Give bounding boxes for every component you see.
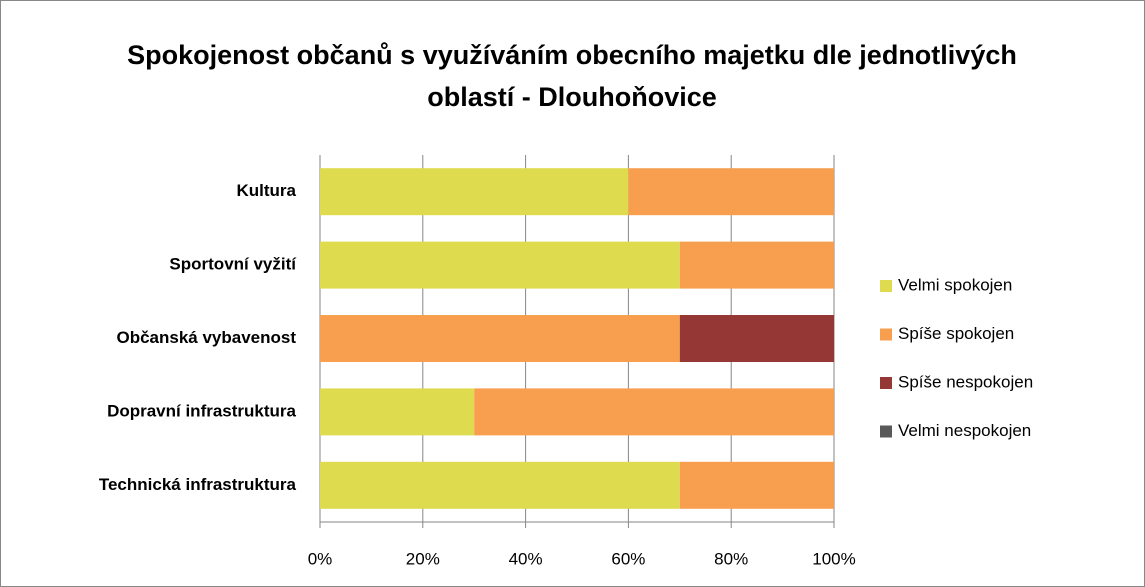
bar-segment — [628, 168, 834, 216]
bar-segment — [320, 388, 475, 436]
y-tick-label: Dopravní infrastruktura — [107, 401, 296, 420]
bar-segment — [474, 388, 834, 436]
bar-segment — [320, 241, 680, 289]
x-tick-label: 80% — [714, 549, 748, 568]
x-tick-label: 100% — [812, 549, 855, 568]
y-tick-label: Kultura — [237, 181, 297, 200]
bar-segment — [320, 315, 680, 362]
y-tick-label: Technická infrastruktura — [99, 475, 297, 494]
legend-label: Spíše nespokojen — [898, 372, 1033, 391]
bar-segment — [679, 315, 834, 362]
bar-segment — [320, 168, 629, 216]
bar-segment — [320, 461, 680, 509]
legend-label: Spíše spokojen — [898, 324, 1014, 343]
x-tick-label: 20% — [406, 549, 440, 568]
legend-swatch — [880, 425, 892, 438]
y-tick-label: Občanská vybavenost — [116, 328, 296, 347]
y-tick-label: Sportovní vyžití — [169, 255, 297, 274]
x-tick-label: 0% — [308, 549, 333, 568]
legend-swatch — [880, 377, 892, 389]
chart-title: Spokojenost občanů s využíváním obecního… — [127, 40, 1017, 112]
legend-swatch — [880, 280, 892, 292]
x-tick-label: 60% — [611, 549, 645, 568]
legend-label: Velmi spokojen — [898, 275, 1012, 294]
legend-label: Velmi nespokojen — [898, 421, 1031, 440]
bar-segment — [679, 241, 834, 289]
x-tick-label: 40% — [509, 549, 543, 568]
legend-swatch — [880, 328, 892, 341]
bar-segment — [679, 461, 834, 509]
